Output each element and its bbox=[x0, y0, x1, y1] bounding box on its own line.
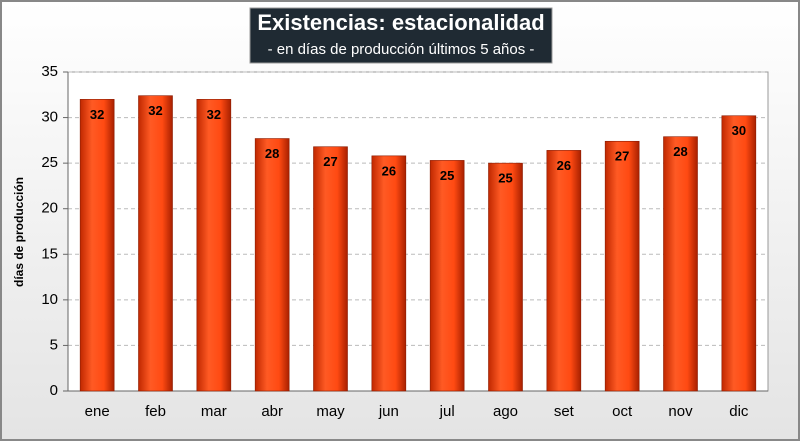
title-box bbox=[249, 7, 553, 64]
data-label: 25 bbox=[498, 171, 512, 186]
data-label: 27 bbox=[615, 149, 629, 164]
data-label: 27 bbox=[323, 154, 337, 169]
bar bbox=[488, 162, 523, 392]
data-label: 32 bbox=[207, 107, 221, 122]
chart-title: Existencias: estacionalidad bbox=[257, 10, 544, 35]
y-tick-label: 20 bbox=[41, 200, 58, 217]
data-label: 26 bbox=[382, 163, 396, 178]
y-tick-label: 10 bbox=[41, 291, 58, 308]
bar bbox=[546, 150, 582, 392]
y-axis-label: días de producción bbox=[12, 177, 26, 287]
bar bbox=[138, 95, 173, 392]
x-tick-label: mar bbox=[201, 403, 227, 420]
x-tick-label: may bbox=[316, 403, 345, 420]
chart-subtitle: - en días de producción últimos 5 años - bbox=[268, 41, 535, 58]
data-label: 25 bbox=[440, 168, 454, 183]
x-tick-label: abr bbox=[261, 403, 283, 420]
bar bbox=[721, 115, 757, 392]
bar bbox=[371, 155, 407, 392]
x-tick-label: dic bbox=[729, 403, 749, 420]
y-tick-label: 15 bbox=[41, 245, 58, 262]
x-tick-label: oct bbox=[612, 403, 633, 420]
data-label: 26 bbox=[557, 158, 571, 173]
x-tick-label: jul bbox=[439, 403, 455, 420]
y-tick-label: 5 bbox=[50, 336, 58, 353]
data-label: 32 bbox=[148, 103, 162, 118]
bar bbox=[196, 99, 232, 392]
bar bbox=[663, 136, 698, 392]
x-tick-label: ene bbox=[85, 403, 110, 420]
x-tick-label: feb bbox=[145, 403, 166, 420]
y-tick-label: 30 bbox=[41, 109, 58, 126]
plot-area bbox=[67, 71, 769, 392]
data-label: 28 bbox=[265, 146, 279, 161]
bar bbox=[79, 99, 115, 392]
y-tick-label: 35 bbox=[41, 63, 58, 80]
x-tick-label: nov bbox=[668, 403, 693, 420]
bar bbox=[604, 140, 640, 392]
bar bbox=[254, 138, 290, 392]
data-label: 30 bbox=[732, 123, 746, 138]
data-label: 28 bbox=[673, 144, 687, 159]
data-label: 32 bbox=[90, 107, 104, 122]
y-tick-label: 0 bbox=[50, 382, 58, 399]
x-tick-label: ago bbox=[493, 403, 518, 420]
bar bbox=[429, 160, 465, 392]
x-tick-label: jun bbox=[378, 403, 399, 420]
x-tick-label: set bbox=[554, 403, 575, 420]
bar bbox=[313, 146, 348, 392]
y-tick-label: 25 bbox=[41, 154, 58, 171]
